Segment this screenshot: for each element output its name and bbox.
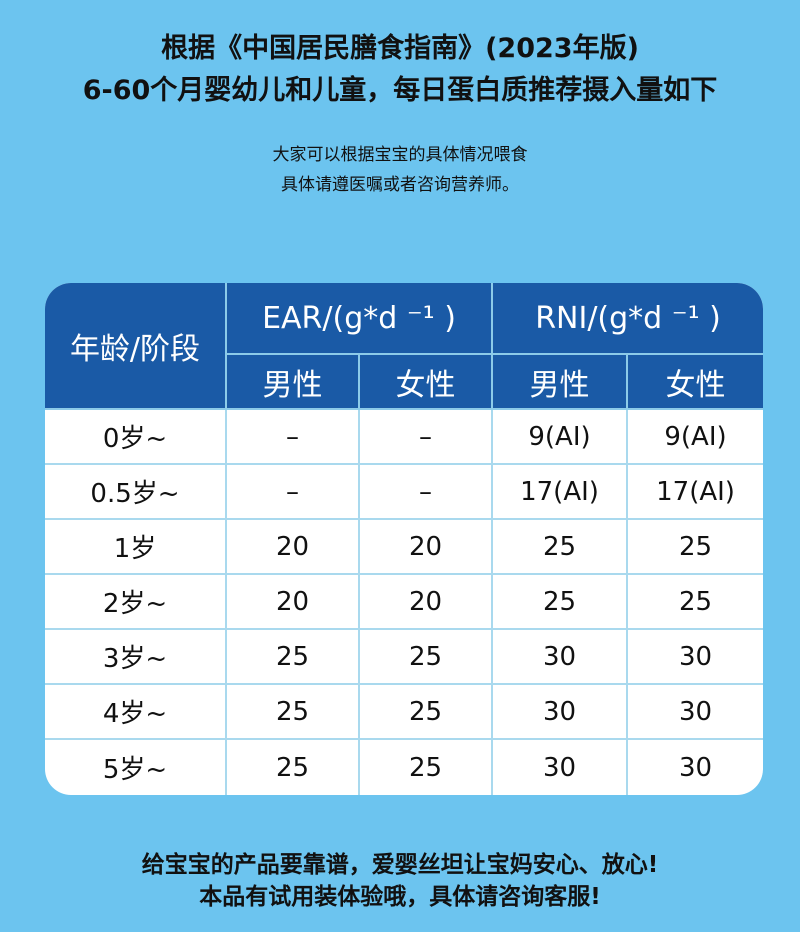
- age-cell: 3岁~: [45, 630, 227, 685]
- ear-female-cell: 25: [360, 685, 494, 740]
- ear-header: EAR/(g*d ⁻¹ ): [227, 283, 494, 355]
- title-line-2: 6-60个月婴幼儿和儿童，每日蛋白质推荐摄入量如下: [82, 75, 718, 106]
- ear-male-cell: 25: [227, 740, 360, 795]
- age-cell: 0岁~: [45, 410, 227, 465]
- rni-male-cell: 9(AI): [493, 410, 629, 465]
- table-row: 5岁~ 25 25 30 30: [45, 740, 763, 795]
- footer-line-1: 给宝宝的产品要靠谱，爱婴丝坦让宝妈安心、放心!: [141, 852, 659, 878]
- rni-male-cell: 30: [493, 740, 629, 795]
- table-row: 0岁~ – –9(AI) 9(AI): [45, 410, 764, 465]
- subtitle-line-1: 大家可以根据宝宝的具体情况喂食: [272, 145, 528, 165]
- age-header: 年龄/阶段: [45, 283, 227, 410]
- age-cell: 0.5岁~: [45, 465, 227, 520]
- rni-header: RNI/(g*d ⁻¹ ): [493, 283, 764, 355]
- ear-male-header: 男性: [227, 355, 360, 410]
- age-cell: 5岁~: [45, 740, 227, 795]
- ear-female-cell: 25: [360, 630, 494, 685]
- ear-male-cell: 20: [227, 575, 360, 630]
- rni-female-cell: 17(AI): [628, 465, 764, 520]
- rni-male-cell: 30: [493, 685, 629, 740]
- ear-male-cell: 25: [227, 630, 360, 685]
- ear-male-cell: –: [227, 410, 360, 465]
- subtitle-line-2: 具体请遵医嘱或者咨询营养师。: [281, 175, 519, 195]
- title-line-1: 根据《中国居民膳食指南》(2023年版): [161, 33, 639, 64]
- table-row: 3岁~ 25 25 30 30: [45, 630, 764, 685]
- rni-male-cell: 25: [493, 520, 629, 575]
- rni-male-header: 男性: [493, 355, 629, 410]
- ear-male-cell: 25: [227, 685, 360, 740]
- rni-male-cell: 25: [493, 575, 629, 630]
- rni-female-cell: 25: [628, 520, 764, 575]
- ear-male-cell: –: [227, 465, 360, 520]
- rni-male-cell: 17(AI): [493, 465, 629, 520]
- rni-male-cell: 30: [493, 630, 629, 685]
- ear-female-header: 女性: [360, 355, 494, 410]
- rni-female-cell: 25: [628, 575, 764, 630]
- rni-female-cell: 30: [628, 630, 764, 685]
- footer-line-2: 本品有试用装体验哦，具体请咨询客服!: [199, 884, 601, 910]
- ear-male-cell: 20: [227, 520, 360, 575]
- ear-female-cell: –: [360, 410, 494, 465]
- protein-table: 年龄/阶段 EAR/(g*d ⁻¹ ) RNI/(g*d ⁻¹ ) 男性 女性 …: [45, 283, 764, 795]
- age-cell: 4岁~: [45, 685, 227, 740]
- table-row: 0.5岁~ – –17(AI) 17(AI): [45, 465, 764, 520]
- rni-female-cell: 9(AI): [628, 410, 764, 465]
- rni-female-cell: 30: [678, 752, 713, 783]
- table-row: 2岁~ 20 20 25 25: [45, 575, 764, 630]
- ear-female-cell: 25: [360, 740, 494, 795]
- ear-female-cell: –: [360, 465, 494, 520]
- age-cell: 1岁: [45, 520, 227, 575]
- age-cell: 2岁~: [45, 575, 227, 630]
- table-row: 1岁 20 20 25 25: [45, 520, 764, 575]
- rni-female-cell: 30: [628, 685, 764, 740]
- ear-female-cell: 20: [360, 575, 494, 630]
- table-row: 4岁~ 25 25 30 30: [45, 685, 764, 740]
- ear-female-cell: 20: [360, 520, 494, 575]
- rni-female-header: 女性: [628, 355, 764, 410]
